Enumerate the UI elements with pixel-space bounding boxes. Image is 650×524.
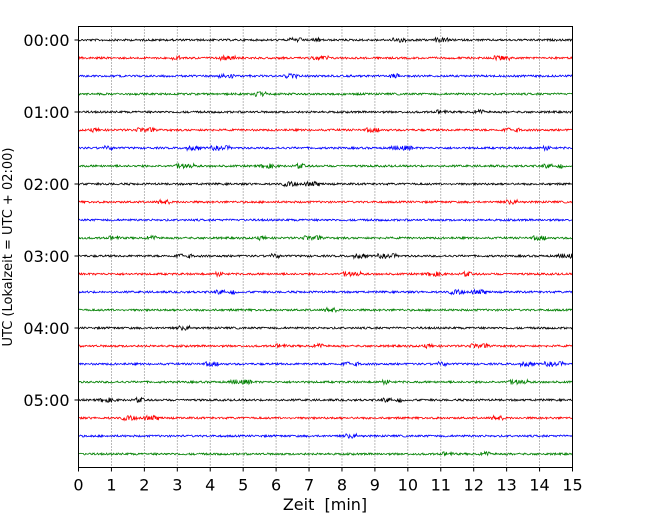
x-tick-label: 13 [496,476,516,495]
x-tick-label: 10 [398,476,418,495]
trace-0500 [78,396,573,403]
trace-0300 [78,252,573,260]
trace-0230 [78,217,573,223]
x-tick-label: 5 [238,476,248,495]
trace-0215 [78,198,573,205]
x-tick-label: 11 [431,476,451,495]
y-axis: 00:00 01:00 02:00 03:00 04:00 05:00 [23,31,79,410]
trace-0245 [78,234,573,242]
y-tick-label: 01:00 [23,103,69,122]
y-tick-label: 00:00 [23,31,69,50]
trace-0200 [78,180,573,188]
x-tick-label: 14 [529,476,549,495]
trace-0130 [78,144,573,152]
x-axis: 0 1 2 3 4 5 6 7 8 9 10 11 12 13 14 15 [73,467,583,495]
trace-0515 [78,414,573,422]
trace-0015 [78,54,573,62]
y-axis-label: UTC (Lokalzeit = UTC + 02:00) [1,148,16,347]
x-tick-label: 6 [271,476,281,495]
x-tick-label: 0 [73,476,83,495]
x-axis-label: Zeit [min] [283,495,367,514]
x-tick-label: 3 [172,476,182,495]
y-tick-label: 02:00 [23,175,69,194]
trace-0430 [78,360,573,368]
x-tick-label: 7 [304,476,314,495]
y-tick-label: 05:00 [23,391,69,410]
x-tick-label: 15 [562,476,582,495]
trace-0115 [78,126,573,134]
trace-0315 [78,270,573,278]
trace-0400 [78,324,573,331]
y-tick-label: 04:00 [23,319,69,338]
x-tick-label: 9 [370,476,380,495]
x-tick-label: 4 [205,476,215,495]
trace-0100 [78,108,573,115]
trace-0415 [78,342,573,350]
x-tick-label: 8 [337,476,347,495]
trace-0545 [78,450,573,457]
x-tick-label: 12 [464,476,484,495]
trace-0530 [78,432,573,439]
trace-0030 [78,72,573,80]
trace-0445 [78,378,573,386]
trace-0345 [78,306,573,313]
grid-lines [111,26,540,468]
trace-0330 [78,288,573,296]
trace-0000 [78,36,573,44]
x-tick-label: 2 [139,476,149,495]
trace-0045 [78,90,573,98]
y-tick-label: 03:00 [23,247,69,266]
seismogram-traces [78,36,573,457]
x-tick-label: 1 [106,476,116,495]
trace-0145 [78,162,573,170]
plot-frame [78,26,573,468]
